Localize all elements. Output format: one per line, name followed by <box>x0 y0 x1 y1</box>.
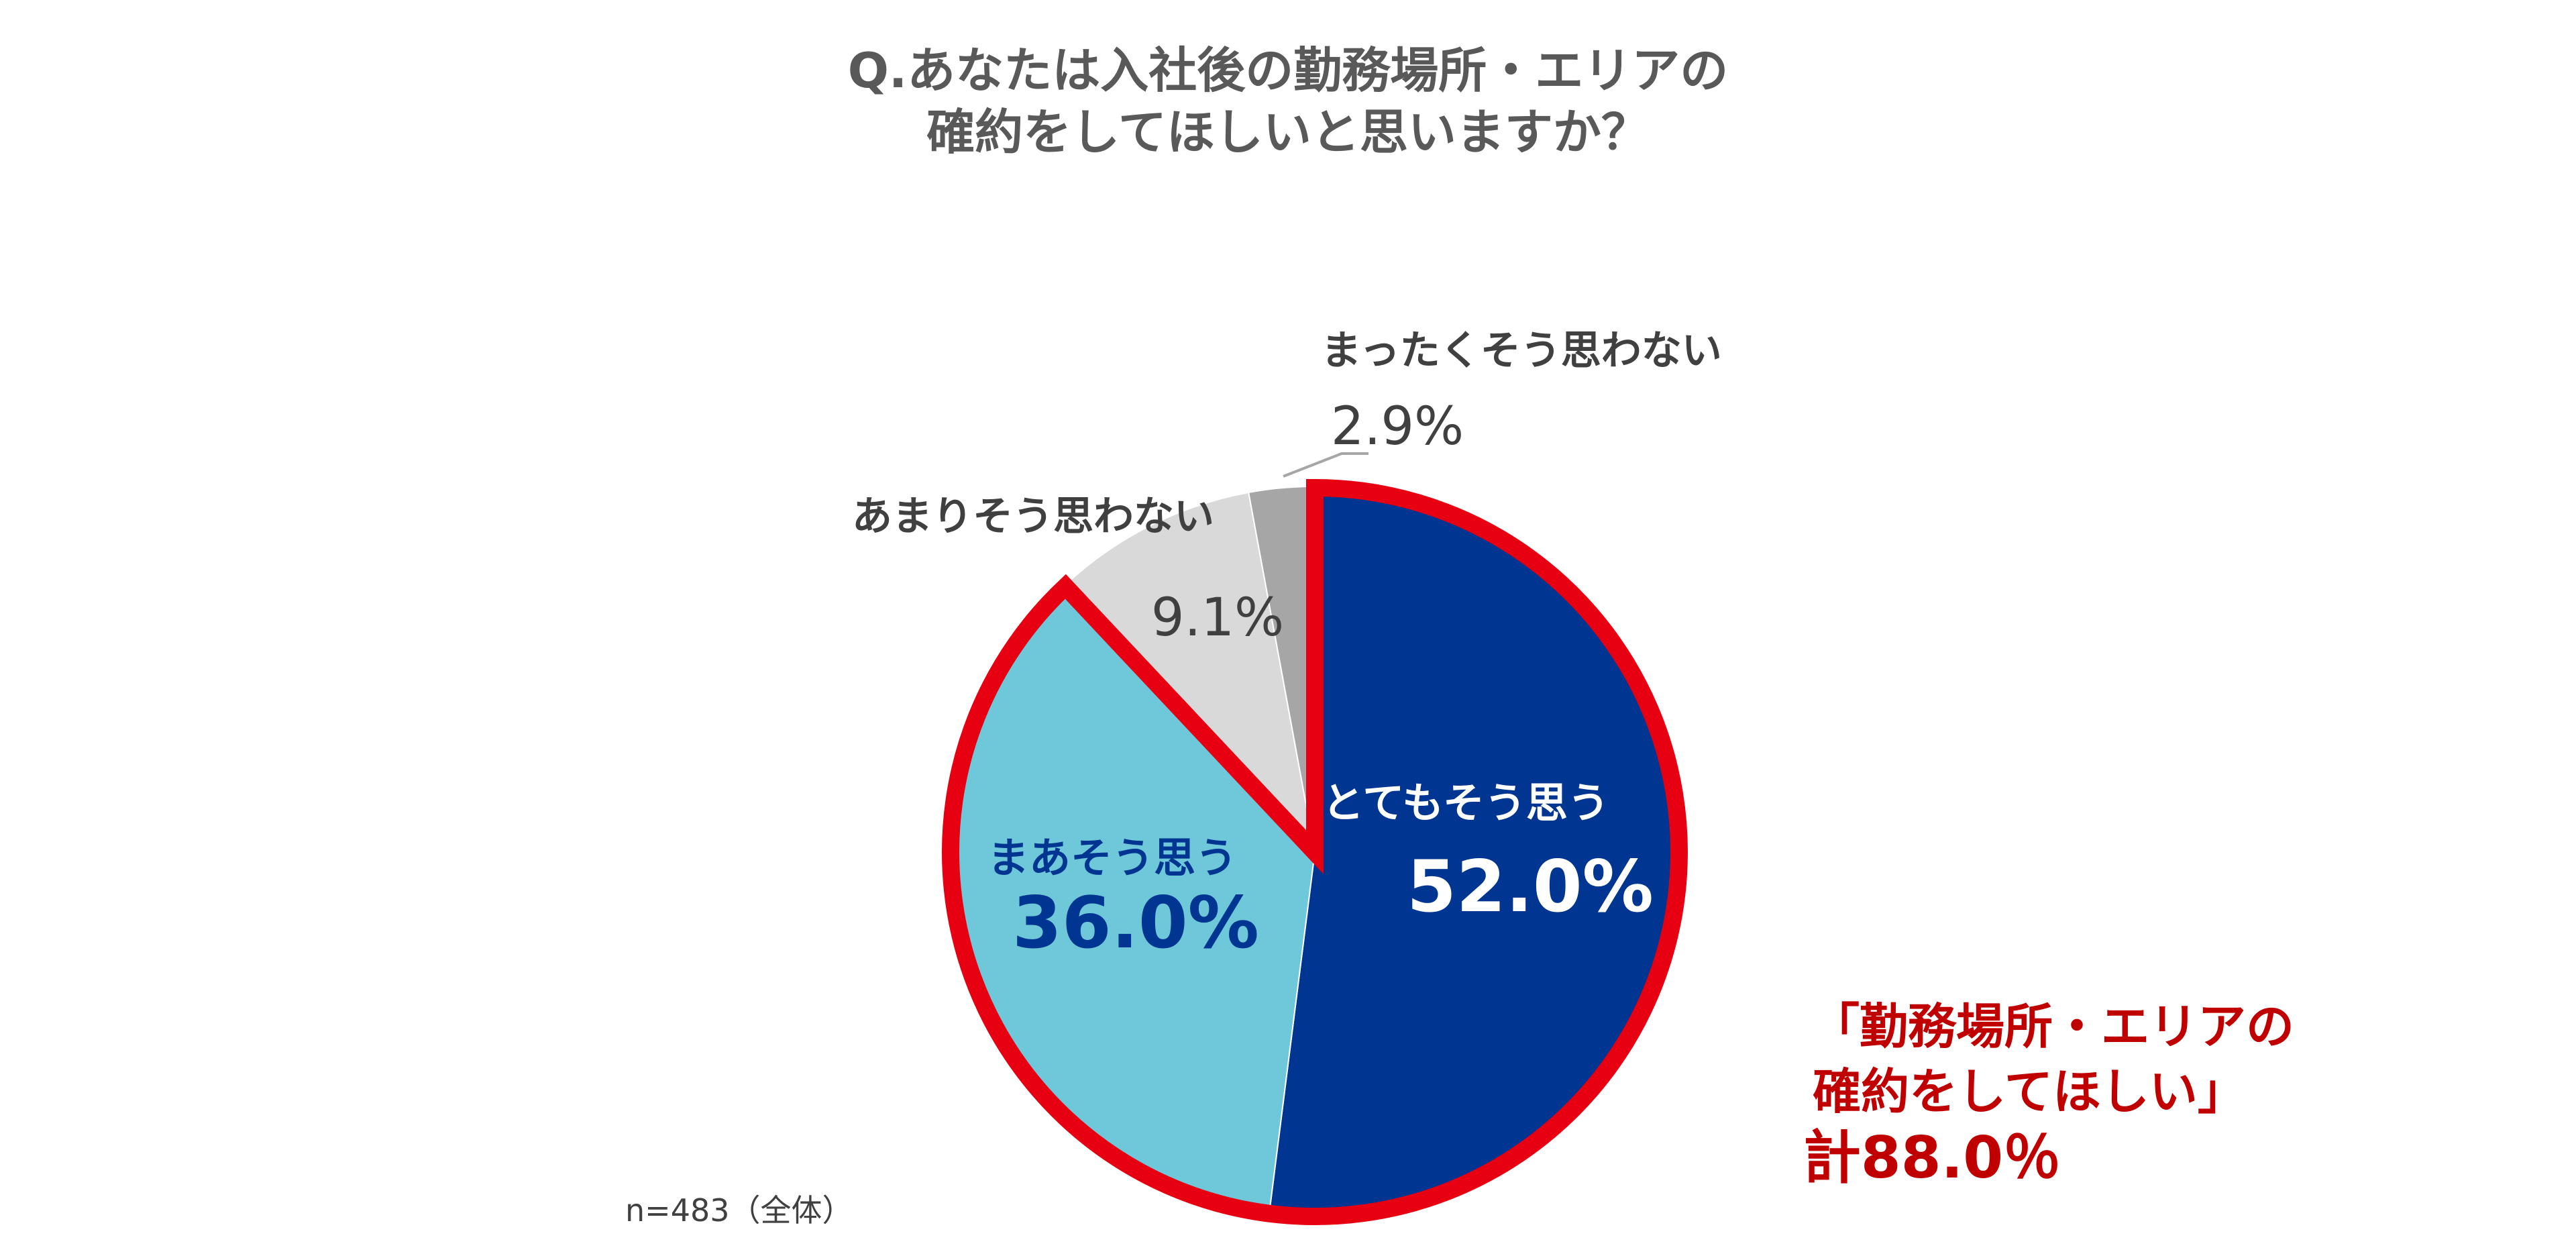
highlight-callout: 「勤務場所・エリアの 確約をしてほしい」 計88.0％ <box>1803 998 2294 1192</box>
callout-total: 計88.0％ <box>1803 1125 2061 1192</box>
slice-value-maa: 36.0% <box>1012 882 1259 964</box>
slice-label-amari: あまりそう思わない <box>852 493 1214 540</box>
chart-title: Q.あなたは入社後の勤務場所・エリアの 確約をしてほしいと思いますか？ <box>848 42 1729 160</box>
slice-label-maa: まあそう思う <box>987 833 1237 882</box>
callout-line-1: 「勤務場所・エリアの <box>1811 998 2294 1055</box>
slice-value-totemo: 52.0% <box>1407 845 1654 928</box>
chart-title-line-2: 確約をしてほしいと思いますか？ <box>926 104 1650 160</box>
slice-value-amari: 9.1% <box>1151 588 1284 648</box>
callout-line-2: 確約をしてほしい」 <box>1813 1063 2246 1120</box>
highlight-outline <box>942 478 1688 1225</box>
sample-size-note: n=483（全体） <box>625 1192 853 1229</box>
chart-title-line-1: Q.あなたは入社後の勤務場所・エリアの <box>848 42 1729 99</box>
pie-slice-3 <box>1063 491 1316 855</box>
slice-label-mattaku: まったくそう思わない <box>1321 327 1722 374</box>
pie-slices <box>949 485 1681 1218</box>
slice-labels: とてもそう思う 52.0% まあそう思う 36.0% あまりそう思わない 9.1… <box>852 327 1722 964</box>
slice-value-mattaku: 2.9% <box>1331 397 1464 457</box>
leader-line-mattaku <box>1283 452 1368 478</box>
slice-label-totemo: とてもそう思う <box>1322 778 1609 827</box>
